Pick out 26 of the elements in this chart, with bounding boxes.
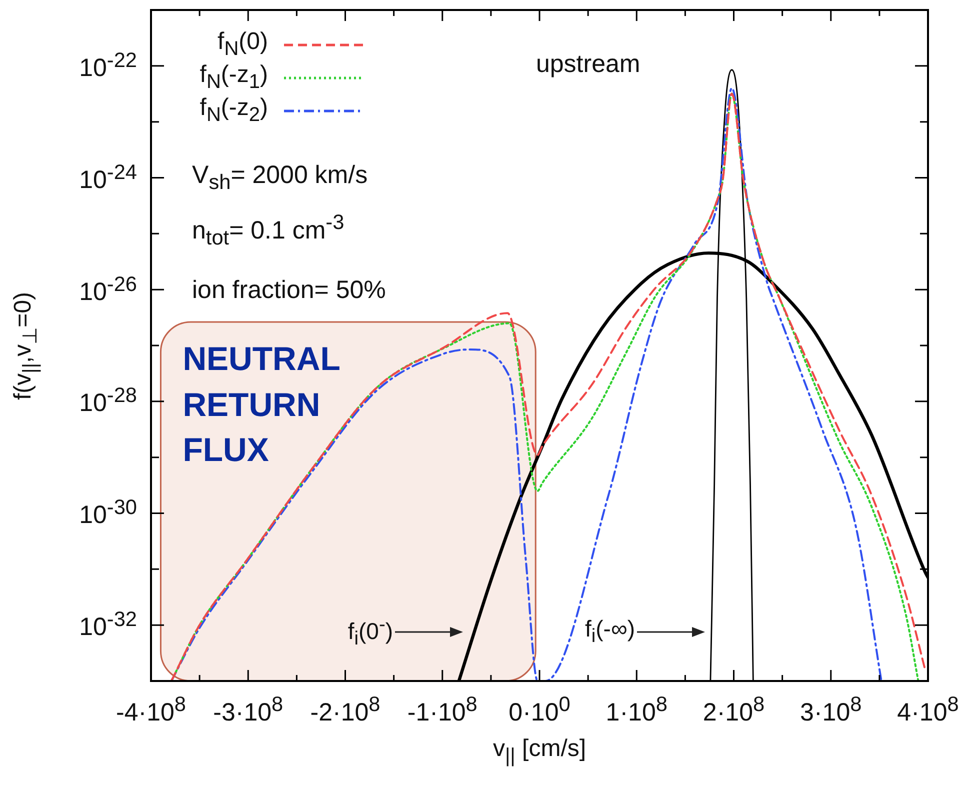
x-axis-title: v$_{||}$ [cm/s] (492, 735, 586, 767)
x-tick-label: -2·10$^{8}$ (310, 693, 380, 726)
x-tick-label: 2·10$^{8}$ (702, 693, 765, 726)
y-tick-label: 10$^{-30}$ (79, 496, 137, 530)
x-tick-label: 3·10$^{8}$ (800, 693, 862, 726)
x-tick-label: 0·10$^{0}$ (508, 693, 570, 726)
y-tick-label: 10$^{-26}$ (79, 272, 137, 306)
annotation: upstream (536, 50, 640, 78)
legend-label: f$_{N}$(-z$_{2}$) (198, 94, 268, 126)
annotation: n$_{tot}$= 0.1 cm$^{-3}$ (192, 211, 344, 250)
annotation: V$_{sh}$= 2000 km/s (192, 161, 368, 194)
annotation: f$_{i}$(0$^{-}$) (348, 614, 393, 650)
x-tick-label: 1·10$^{8}$ (606, 693, 668, 726)
y-tick-label: 10$^{-22}$ (79, 48, 137, 82)
legend-label: f$_{N}$(0) (216, 28, 268, 60)
x-tick-label: -4·10$^{8}$ (116, 693, 186, 726)
x-tick-label: -3·10$^{8}$ (213, 693, 284, 726)
y-tick-label: 10$^{-28}$ (79, 384, 137, 418)
annotation: ion fraction= 50% (192, 276, 386, 304)
y-tick-label: 10$^{-32}$ (79, 608, 137, 642)
annotation: f$_{i}$(-∞) (584, 616, 635, 648)
x-tick-label: 4·10$^{8}$ (897, 693, 959, 726)
y-tick-label: 10$^{-24}$ (79, 160, 137, 194)
x-tick-label: -1·10$^{8}$ (407, 693, 478, 726)
band-label: NEUTRAL RETURN FLUX (182, 339, 341, 470)
legend-label: f$_{N}$(-z$_{1}$) (198, 61, 268, 93)
